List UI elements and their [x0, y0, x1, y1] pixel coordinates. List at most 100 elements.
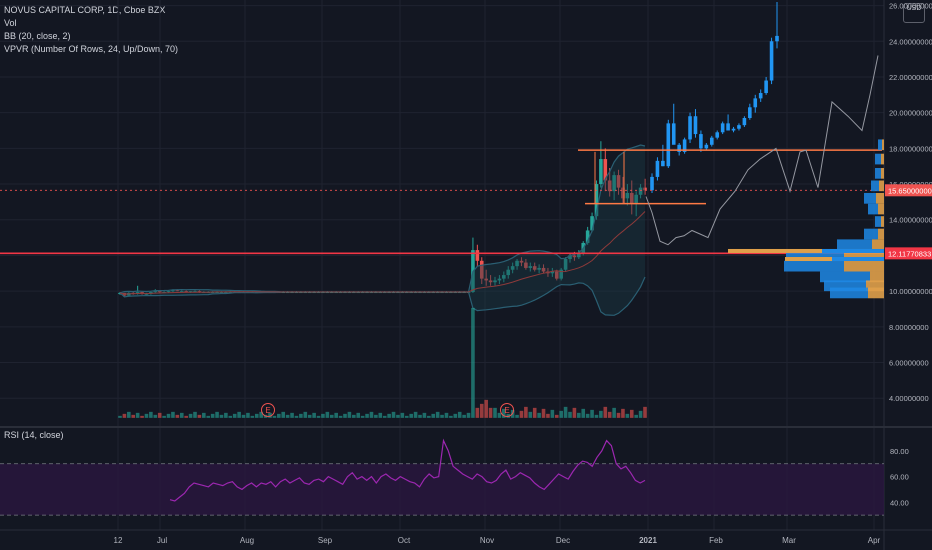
projection-body: [715, 132, 720, 138]
candle-body: [497, 278, 502, 281]
candle-body: [215, 292, 219, 294]
volume-bar: [382, 415, 387, 418]
volume-bar: [360, 415, 365, 418]
volume-bar: [290, 412, 294, 418]
time-axis-label: Jul: [157, 536, 167, 545]
candle-body: [616, 175, 621, 188]
volume-bar: [272, 415, 277, 418]
volume-bar: [612, 407, 616, 418]
vpvr-up-bar: [871, 180, 879, 192]
rsi-axis-label: 80.00: [890, 447, 909, 456]
volume-bar: [621, 408, 625, 418]
vpvr-up-bar: [868, 203, 878, 215]
volume-bar: [184, 415, 188, 418]
volume-bar: [409, 413, 413, 418]
candle-body: [537, 267, 541, 270]
volume-bar: [634, 414, 638, 418]
vpvr-indicator-label[interactable]: VPVR (Number Of Rows, 24, Up/Down, 70): [4, 44, 179, 54]
vpvr-up-bar: [875, 167, 881, 179]
volume-bar: [497, 412, 502, 418]
candle-body: [224, 292, 228, 294]
candle-body: [179, 291, 184, 293]
volume-bar: [329, 414, 334, 418]
earnings-marker[interactable]: E: [500, 403, 514, 417]
projection-body: [775, 35, 779, 42]
volume-bar: [206, 415, 211, 418]
volume-bar: [149, 411, 153, 418]
earnings-marker[interactable]: E: [261, 403, 275, 417]
projection-body: [677, 144, 681, 152]
volume-bar: [396, 414, 400, 418]
time-axis-label: Nov: [480, 536, 494, 545]
volume-bar: [202, 412, 206, 418]
price-axis-label: 4.00000000: [889, 394, 929, 403]
candles: [118, 141, 647, 297]
projection-body: [758, 93, 763, 99]
projection-body: [655, 160, 660, 177]
volume-bar: [210, 413, 215, 418]
volume-bar: [599, 410, 603, 418]
volume-bar: [457, 411, 462, 418]
candle-body: [484, 278, 488, 281]
volume-bar: [404, 415, 409, 418]
volume-bar: [188, 413, 193, 418]
rsi-line: [169, 438, 646, 502]
currency-badge[interactable]: USD: [903, 3, 925, 23]
volume-bar: [378, 412, 383, 418]
volume-bar: [479, 403, 484, 418]
candle-body: [599, 159, 603, 185]
volume-bar: [488, 407, 493, 418]
vpvr-up-bar: [864, 228, 878, 240]
vpvr-histogram: [728, 139, 884, 299]
candle-body: [493, 280, 497, 283]
projection-body: [731, 128, 736, 131]
projection-body: [682, 139, 687, 152]
vpvr-down-bar: [881, 216, 884, 227]
candle-body: [585, 230, 590, 243]
volume-indicator-label[interactable]: Vol: [4, 18, 17, 28]
price-axis-label: 18.00000000: [889, 144, 932, 153]
volume-bar: [307, 414, 312, 418]
volume-bar: [440, 414, 444, 418]
price-axis-label: 24.00000000: [889, 37, 932, 46]
volume-bar: [493, 407, 497, 418]
volume-bar: [462, 414, 466, 418]
time-axis-label: 12: [114, 536, 123, 545]
bollinger-indicator-label[interactable]: BB (20, close, 2): [4, 31, 71, 41]
vpvr-down-bar: [881, 167, 884, 179]
projection-body: [769, 41, 774, 81]
projection-body: [704, 144, 709, 149]
candle-body: [153, 291, 158, 293]
vpvr-down-bar: [844, 260, 884, 272]
candle-body: [563, 259, 568, 270]
volume-bar: [294, 415, 299, 418]
bollinger-basis: [119, 211, 646, 295]
projection-body: [661, 160, 665, 167]
volume-bar: [607, 411, 612, 418]
volume-bar: [268, 412, 272, 418]
candle-body: [219, 292, 224, 294]
volume-bar: [127, 411, 131, 418]
price-axis-label: 14.00000000: [889, 216, 932, 225]
vpvr-down-bar: [870, 271, 884, 283]
vpvr-down-bar: [881, 153, 884, 165]
grid: [0, 0, 884, 530]
vpvr-up-bar: [830, 287, 868, 299]
volume-bar: [303, 411, 308, 418]
volume-bar: [466, 412, 471, 418]
volume-bar: [629, 409, 634, 418]
vpvr-down-bar: [872, 239, 884, 251]
volume-bar: [572, 407, 577, 418]
candle-body: [475, 250, 480, 261]
rsi-axis: 80.00 60.00 40.00: [890, 447, 909, 507]
volume-bar: [400, 412, 405, 418]
rsi-indicator-label[interactable]: RSI (14, close): [4, 430, 64, 440]
time-axis-label: Mar: [782, 536, 796, 545]
bollinger-fill: [120, 145, 645, 316]
volume-bar: [594, 414, 599, 418]
projection-body: [726, 123, 730, 131]
symbol-title[interactable]: NOVUS CAPITAL CORP, 1D, Cboe BZX: [4, 5, 166, 15]
volume-bar: [541, 408, 546, 418]
volume-bar: [157, 412, 162, 418]
